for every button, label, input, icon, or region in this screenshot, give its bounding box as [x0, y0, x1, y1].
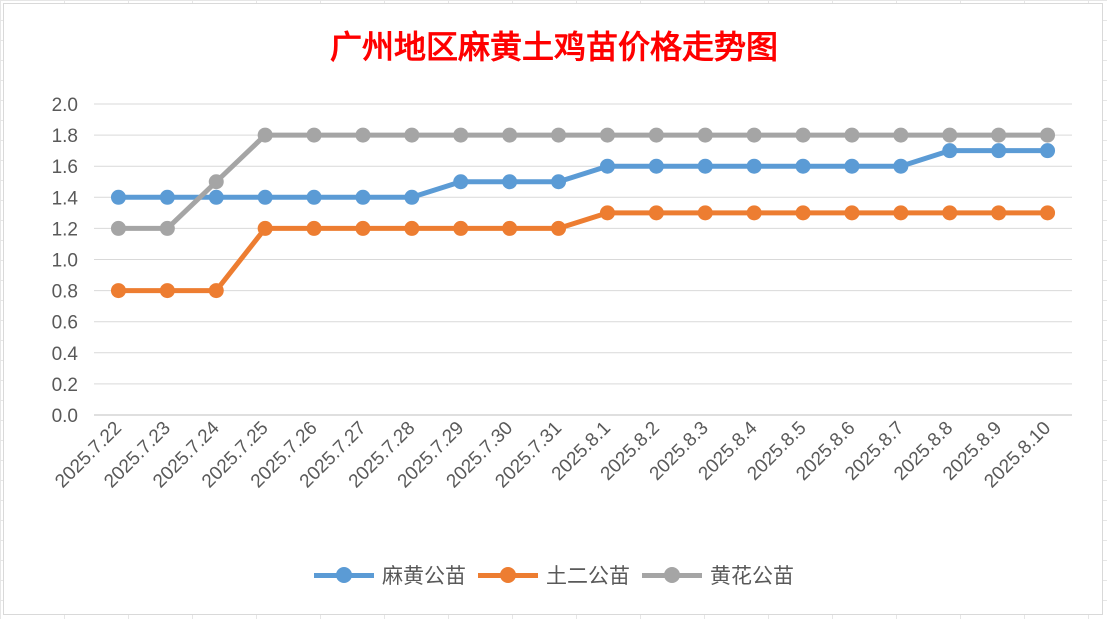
- legend-swatch: [314, 560, 374, 590]
- data-point[interactable]: [844, 127, 860, 143]
- data-point[interactable]: [746, 127, 762, 143]
- chart-title: 广州地区麻黄土鸡苗价格走势图: [329, 28, 778, 66]
- data-point[interactable]: [893, 127, 909, 143]
- data-point[interactable]: [844, 158, 860, 174]
- y-tick-label: 2.0: [52, 95, 78, 116]
- data-point[interactable]: [306, 189, 322, 205]
- y-tick-label: 1.8: [52, 126, 78, 147]
- legend-item[interactable]: 土二公苗: [478, 560, 630, 590]
- data-point[interactable]: [697, 205, 713, 221]
- data-point[interactable]: [404, 189, 420, 205]
- legend-swatch: [478, 560, 538, 590]
- data-point[interactable]: [991, 143, 1007, 159]
- data-point[interactable]: [746, 158, 762, 174]
- data-point[interactable]: [355, 220, 371, 236]
- data-point[interactable]: [844, 205, 860, 221]
- data-point[interactable]: [306, 127, 322, 143]
- data-point[interactable]: [795, 127, 811, 143]
- data-point[interactable]: [355, 189, 371, 205]
- data-point[interactable]: [257, 220, 273, 236]
- data-point[interactable]: [697, 127, 713, 143]
- data-point[interactable]: [110, 220, 126, 236]
- legend-label: 黄花公苗: [710, 564, 794, 588]
- data-point[interactable]: [648, 158, 664, 174]
- data-point[interactable]: [795, 158, 811, 174]
- legend: 麻黄公苗 土二公苗 黄花公苗: [4, 560, 1104, 590]
- legend-item[interactable]: 麻黄公苗: [314, 560, 466, 590]
- data-point[interactable]: [355, 127, 371, 143]
- y-tick-label: 0.2: [52, 375, 78, 396]
- data-point[interactable]: [208, 189, 224, 205]
- data-point[interactable]: [159, 189, 175, 205]
- data-point[interactable]: [502, 127, 518, 143]
- legend-label: 麻黄公苗: [382, 564, 466, 588]
- data-point[interactable]: [1040, 127, 1056, 143]
- data-point[interactable]: [697, 158, 713, 174]
- data-point[interactable]: [159, 220, 175, 236]
- data-point[interactable]: [453, 127, 469, 143]
- data-point[interactable]: [599, 205, 615, 221]
- data-point[interactable]: [502, 220, 518, 236]
- data-point[interactable]: [893, 158, 909, 174]
- data-point[interactable]: [306, 220, 322, 236]
- data-point[interactable]: [1040, 205, 1056, 221]
- series-3: [110, 127, 1056, 236]
- line-chart: 0.0 0.2 0.4 0.6 0.8 1.0 1.2 1.4 1.6 1.8 2.0 2025.7…: [51, 95, 1072, 492]
- series-line: [118, 210, 1048, 294]
- x-axis-ticks: 2025.7.222025.7.232025.7.242025.7.252025…: [51, 417, 1055, 492]
- y-tick-label: 0.0: [52, 406, 78, 427]
- data-point[interactable]: [110, 189, 126, 205]
- series-2: [110, 205, 1056, 299]
- chart-area[interactable]: 广州地区麻黄土鸡苗价格走势图 0.0 0.2 0.4 0.6 0.8 1.0 1.2 1.4 1…: [3, 3, 1103, 615]
- data-point[interactable]: [795, 205, 811, 221]
- data-point[interactable]: [746, 205, 762, 221]
- data-point[interactable]: [1040, 143, 1056, 159]
- data-point[interactable]: [551, 174, 567, 190]
- data-point[interactable]: [502, 174, 518, 190]
- data-point[interactable]: [453, 174, 469, 190]
- data-point[interactable]: [208, 283, 224, 299]
- data-point[interactable]: [404, 220, 420, 236]
- data-point[interactable]: [599, 127, 615, 143]
- y-axis-ticks: 0.0 0.2 0.4 0.6 0.8 1.0 1.2 1.4 1.6 1.8 2.0: [52, 95, 79, 427]
- data-point[interactable]: [942, 205, 958, 221]
- series-lines: [110, 127, 1056, 299]
- legend-item[interactable]: 黄花公苗: [642, 560, 794, 590]
- y-tick-label: 0.6: [52, 313, 78, 334]
- y-tick-label: 0.8: [52, 282, 78, 303]
- legend-swatch: [642, 560, 702, 590]
- y-tick-label: 1.6: [52, 157, 78, 178]
- data-point[interactable]: [208, 174, 224, 190]
- data-point[interactable]: [942, 127, 958, 143]
- series-line: [118, 148, 1048, 200]
- data-point[interactable]: [110, 283, 126, 299]
- data-point[interactable]: [648, 127, 664, 143]
- data-point[interactable]: [551, 220, 567, 236]
- data-point[interactable]: [453, 220, 469, 236]
- data-point[interactable]: [648, 205, 664, 221]
- y-tick-label: 0.4: [52, 344, 79, 365]
- data-point[interactable]: [257, 189, 273, 205]
- data-point[interactable]: [942, 143, 958, 159]
- data-point[interactable]: [551, 127, 567, 143]
- data-point[interactable]: [991, 205, 1007, 221]
- data-point[interactable]: [893, 205, 909, 221]
- data-point[interactable]: [404, 127, 420, 143]
- y-tick-label: 1.2: [52, 219, 78, 240]
- legend-label: 土二公苗: [546, 564, 630, 588]
- data-point[interactable]: [257, 127, 273, 143]
- y-tick-label: 1.0: [52, 251, 78, 272]
- data-point[interactable]: [599, 158, 615, 174]
- data-point[interactable]: [159, 283, 175, 299]
- series-1: [110, 143, 1056, 205]
- data-point[interactable]: [991, 127, 1007, 143]
- y-tick-label: 1.4: [52, 188, 79, 209]
- series-line: [118, 132, 1048, 231]
